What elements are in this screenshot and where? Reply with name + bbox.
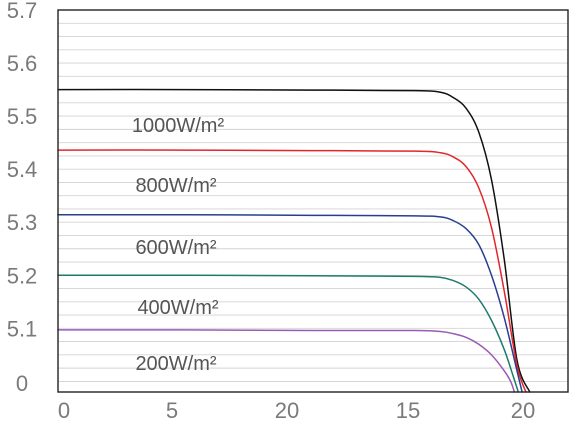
series-labels: 1000W/m² 800W/m² 600W/m² 400W/m² 200W/m² [132,115,225,375]
y-tick-label: 5.3 [7,210,38,235]
series-line-3 [57,214,523,393]
series-line-5 [57,329,516,393]
x-tick-label: 5 [166,398,178,423]
series-label-4: 400W/m² [137,297,218,319]
series-label-5: 200W/m² [135,353,216,375]
y-axis-tick-labels: 5.7 5.6 5.5 5.4 5.3 5.2 5.1 0 [7,0,38,396]
series-label-2: 800W/m² [135,175,216,197]
y-tick-label: 5.7 [7,0,38,23]
y-tick-label: 0 [16,371,28,396]
series-label-1: 1000W/m² [132,115,225,137]
plot-area-frame [57,9,569,393]
y-tick-label: 5.1 [7,316,38,341]
series-line-4 [57,274,520,393]
x-tick-label: 20 [511,398,535,423]
x-tick-label: 15 [396,398,420,423]
y-tick-label: 5.4 [7,157,38,182]
y-tick-label: 5.5 [7,104,38,129]
y-tick-label: 5.2 [7,263,38,288]
series-line-2 [57,149,527,393]
x-axis-tick-labels: 0 5 20 15 20 [58,398,535,423]
series-label-3: 600W/m² [135,237,216,259]
series-lines [57,88,531,393]
y-tick-label: 5.6 [7,51,38,76]
x-tick-label: 0 [58,398,70,423]
series-line-1 [57,88,531,393]
x-tick-label: 20 [275,398,299,423]
